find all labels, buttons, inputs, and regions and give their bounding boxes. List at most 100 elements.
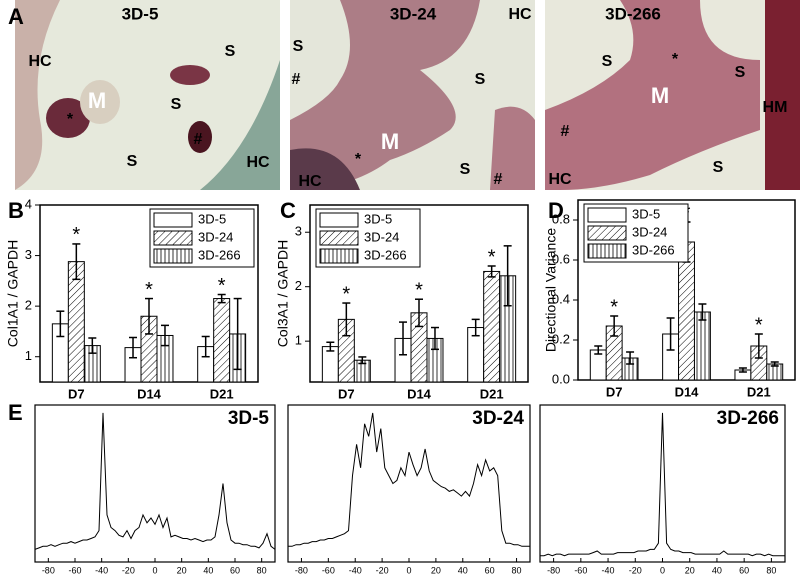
bar bbox=[483, 270, 501, 383]
x-tick-label: -20 bbox=[629, 565, 642, 575]
panel-label: D bbox=[548, 198, 564, 223]
x-tick-label: 60 bbox=[485, 565, 495, 575]
legend-label: 3D-266 bbox=[632, 242, 675, 257]
image-texture bbox=[290, 0, 480, 190]
legend-label: 3D-266 bbox=[198, 247, 241, 262]
y-tick-label: 3 bbox=[25, 247, 32, 262]
significance-mark: * bbox=[72, 224, 80, 246]
image-label: S bbox=[127, 153, 138, 170]
x-tick-label: 0 bbox=[152, 565, 157, 575]
image-label: HC bbox=[548, 171, 572, 188]
x-tick-label: -80 bbox=[42, 565, 55, 575]
significance-mark: * bbox=[342, 283, 350, 305]
x-tick-label: 80 bbox=[766, 565, 776, 575]
x-tick-label: 40 bbox=[203, 565, 213, 575]
significance-mark: * bbox=[218, 275, 226, 297]
significance-mark: * bbox=[415, 279, 423, 301]
error-bar bbox=[358, 356, 367, 365]
image-label: # bbox=[494, 171, 503, 188]
x-tick-label: 40 bbox=[712, 565, 722, 575]
x-tick-label: 0 bbox=[406, 565, 411, 575]
legend-swatch bbox=[153, 212, 193, 228]
image-texture bbox=[490, 106, 535, 190]
x-tick-label: -20 bbox=[376, 565, 389, 575]
legend-label: 3D-5 bbox=[198, 211, 226, 226]
image-label: * bbox=[672, 51, 679, 68]
legend-swatch bbox=[153, 230, 193, 246]
error-bar bbox=[610, 315, 619, 337]
image-label: S bbox=[475, 71, 486, 88]
image-texture bbox=[15, 0, 60, 190]
bar bbox=[213, 298, 231, 383]
x-tick-label: 80 bbox=[512, 565, 522, 575]
profile-line bbox=[540, 412, 785, 557]
error-bar bbox=[129, 336, 138, 359]
x-tick-label: 20 bbox=[431, 565, 441, 575]
x-tick-label: D7 bbox=[68, 386, 85, 401]
panel-label: C bbox=[280, 198, 296, 223]
x-tick-label: D7 bbox=[606, 384, 623, 399]
profile-line bbox=[34, 412, 276, 550]
chart-title: 3D-24 bbox=[472, 408, 524, 429]
legend-label: 3D-5 bbox=[632, 206, 660, 221]
x-tick-label: D7 bbox=[338, 386, 355, 401]
image-label: S bbox=[713, 159, 724, 176]
image-label: M bbox=[88, 88, 106, 113]
significance-mark: * bbox=[145, 279, 153, 301]
image-texture bbox=[545, 0, 760, 190]
y-tick-label: 0.2 bbox=[552, 331, 570, 346]
chart-title: 3D-266 bbox=[717, 408, 779, 429]
error-bar bbox=[217, 293, 226, 304]
y-tick-label: 0.4 bbox=[552, 291, 570, 306]
x-tick-label: D14 bbox=[137, 386, 162, 401]
y-tick-label: 0.8 bbox=[552, 211, 570, 226]
legend-swatch bbox=[587, 225, 627, 241]
legend-swatch bbox=[319, 248, 359, 264]
image-label: S bbox=[460, 161, 471, 178]
x-tick-label: 20 bbox=[177, 565, 187, 575]
error-bar bbox=[233, 297, 242, 371]
error-bar bbox=[430, 326, 439, 351]
x-tick-label: 60 bbox=[230, 565, 240, 575]
x-tick-label: -40 bbox=[95, 565, 108, 575]
error-bar bbox=[503, 245, 512, 307]
legend-swatch bbox=[319, 212, 359, 228]
y-tick-label: 4 bbox=[25, 196, 32, 211]
x-tick-label: D14 bbox=[407, 386, 432, 401]
chart-title: 3D-5 bbox=[228, 408, 270, 429]
legend-swatch bbox=[153, 248, 193, 264]
legend-swatch bbox=[587, 207, 627, 223]
image-label: # bbox=[194, 131, 203, 148]
significance-mark: * bbox=[488, 246, 496, 268]
error-bar bbox=[342, 302, 351, 337]
image-label: M bbox=[381, 129, 399, 154]
error-bar bbox=[160, 324, 169, 347]
error-bar bbox=[72, 243, 81, 281]
image-label: # bbox=[292, 71, 301, 88]
image-label: * bbox=[355, 151, 362, 168]
image-label: S bbox=[735, 64, 746, 81]
error-bar bbox=[738, 367, 747, 373]
x-tick-label: -60 bbox=[68, 565, 81, 575]
image-label: # bbox=[561, 123, 570, 140]
x-tick-label: 60 bbox=[739, 565, 749, 575]
significance-mark: * bbox=[610, 296, 618, 318]
x-tick-label: -40 bbox=[349, 565, 362, 575]
bar bbox=[693, 311, 711, 381]
legend-swatch bbox=[319, 230, 359, 246]
image-label: HC bbox=[508, 6, 532, 23]
image-title: 3D-5 bbox=[122, 4, 159, 23]
profile-line bbox=[288, 412, 530, 547]
error-bar bbox=[88, 337, 97, 354]
panel-label: E bbox=[8, 400, 23, 425]
error-bar bbox=[326, 341, 335, 352]
panel-label: A bbox=[8, 4, 24, 29]
legend-label: 3D-24 bbox=[632, 224, 667, 239]
image-label: HC bbox=[28, 53, 52, 70]
x-tick-label: -40 bbox=[602, 565, 615, 575]
error-bar bbox=[399, 321, 408, 356]
image-label: S bbox=[171, 96, 182, 113]
error-bar bbox=[201, 335, 210, 358]
image-label: HC bbox=[298, 173, 322, 190]
